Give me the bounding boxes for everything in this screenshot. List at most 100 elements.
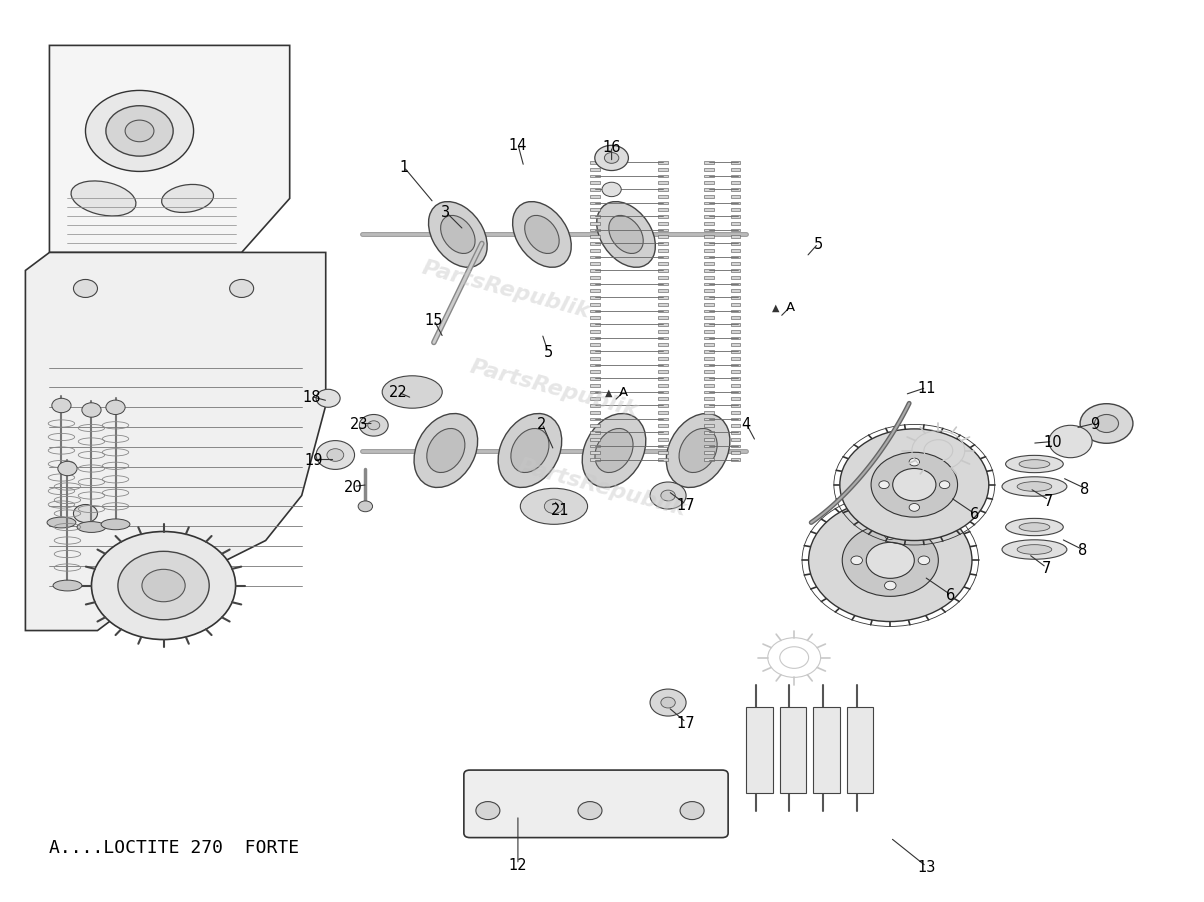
Text: 16: 16	[602, 140, 621, 154]
Bar	[731, 196, 740, 198]
Bar	[704, 310, 714, 313]
Bar	[704, 277, 714, 280]
Bar	[731, 419, 740, 421]
Ellipse shape	[101, 520, 130, 530]
Ellipse shape	[1017, 545, 1052, 555]
Bar	[731, 330, 740, 333]
Bar	[590, 310, 600, 313]
Bar	[659, 270, 668, 272]
Bar	[731, 398, 740, 400]
Bar	[590, 223, 600, 226]
Bar	[704, 250, 714, 253]
Bar	[704, 216, 714, 218]
Text: 11: 11	[917, 381, 936, 396]
Bar	[704, 425, 714, 428]
Bar	[704, 432, 714, 435]
Bar	[704, 182, 714, 185]
Bar	[659, 297, 668, 299]
Bar	[704, 283, 714, 286]
Circle shape	[595, 146, 628, 171]
Circle shape	[578, 802, 602, 820]
Bar	[590, 384, 600, 387]
Text: 18: 18	[302, 390, 320, 404]
Circle shape	[939, 482, 950, 489]
Bar	[731, 256, 740, 259]
Ellipse shape	[71, 181, 136, 216]
Ellipse shape	[583, 414, 645, 488]
Bar	[731, 411, 740, 414]
Ellipse shape	[666, 414, 730, 488]
Circle shape	[604, 153, 619, 164]
Bar	[731, 243, 740, 245]
Circle shape	[367, 421, 379, 430]
Bar	[704, 229, 714, 232]
Ellipse shape	[525, 216, 559, 254]
Bar	[590, 182, 600, 185]
Bar	[590, 175, 600, 178]
Bar	[659, 304, 668, 306]
Bar	[590, 229, 600, 232]
Bar	[590, 438, 600, 441]
Bar	[704, 419, 714, 421]
Ellipse shape	[429, 202, 488, 268]
Bar	[590, 419, 600, 421]
Bar	[731, 391, 740, 394]
Circle shape	[106, 106, 173, 157]
Ellipse shape	[382, 376, 442, 409]
Text: 4: 4	[742, 417, 751, 431]
Circle shape	[317, 441, 354, 470]
Bar	[731, 229, 740, 232]
Bar	[731, 458, 740, 461]
Circle shape	[1049, 426, 1092, 458]
Bar	[659, 250, 668, 253]
Bar	[704, 209, 714, 212]
Bar	[704, 236, 714, 239]
Text: 1: 1	[400, 161, 408, 175]
Ellipse shape	[52, 399, 71, 413]
Bar	[590, 432, 600, 435]
Ellipse shape	[679, 429, 718, 473]
Circle shape	[142, 570, 185, 602]
Bar	[590, 277, 600, 280]
Bar	[731, 364, 740, 367]
Text: ▲: ▲	[773, 302, 780, 312]
Bar	[704, 202, 714, 205]
Bar	[731, 432, 740, 435]
Text: 7: 7	[1044, 493, 1054, 508]
Bar	[590, 398, 600, 400]
Text: 23: 23	[350, 417, 368, 431]
Bar	[659, 357, 668, 360]
Bar	[704, 161, 714, 164]
Bar	[590, 161, 600, 164]
Text: 10: 10	[1043, 435, 1062, 449]
Ellipse shape	[1017, 482, 1052, 492]
Bar	[590, 324, 600, 327]
Text: A....LOCTITE 270  FORTE: A....LOCTITE 270 FORTE	[49, 838, 300, 856]
Circle shape	[544, 500, 563, 514]
Text: 12: 12	[508, 857, 527, 872]
Circle shape	[650, 689, 686, 716]
Text: 9: 9	[1090, 417, 1099, 431]
Bar	[731, 378, 740, 381]
Circle shape	[661, 491, 675, 502]
Bar	[659, 344, 668, 346]
Bar	[704, 189, 714, 191]
Bar	[659, 169, 668, 171]
Bar	[704, 263, 714, 266]
Bar	[590, 344, 600, 346]
Bar	[659, 452, 668, 455]
Bar	[659, 425, 668, 428]
Bar	[731, 263, 740, 266]
Bar	[704, 344, 714, 346]
Text: 8: 8	[1080, 482, 1090, 496]
Bar	[704, 391, 714, 394]
Circle shape	[661, 697, 675, 708]
Bar	[590, 290, 600, 293]
Bar	[659, 317, 668, 319]
Circle shape	[909, 504, 920, 511]
Circle shape	[879, 482, 890, 489]
Bar	[731, 270, 740, 272]
Ellipse shape	[77, 522, 106, 533]
Bar	[659, 446, 668, 448]
Ellipse shape	[82, 403, 101, 418]
